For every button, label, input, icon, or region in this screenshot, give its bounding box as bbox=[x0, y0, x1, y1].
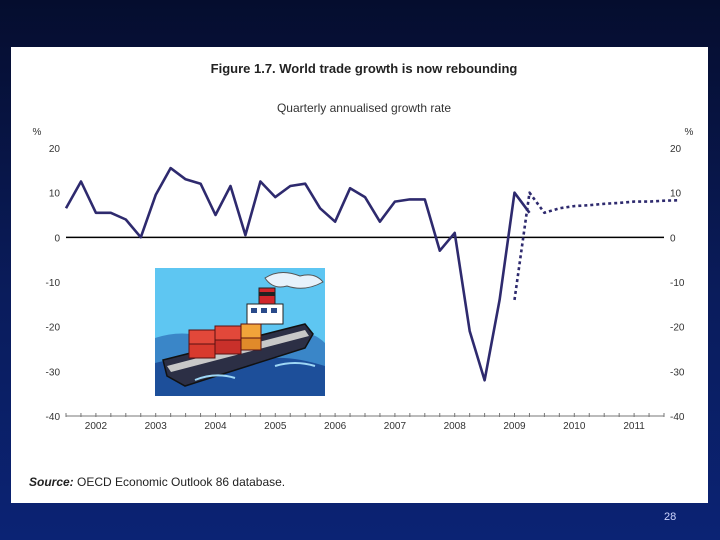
x-tick-label: 2008 bbox=[444, 421, 467, 432]
y-tick-label-right: 0 bbox=[670, 233, 676, 244]
x-tick-label: 2007 bbox=[384, 421, 407, 432]
y-tick-label-right: 20 bbox=[670, 144, 682, 155]
slide-panel bbox=[11, 47, 708, 503]
x-tick-label: 2002 bbox=[85, 421, 108, 432]
x-tick-label: 2005 bbox=[264, 421, 287, 432]
y-tick-label-right: -30 bbox=[670, 367, 685, 378]
right-axis-unit: % bbox=[685, 127, 694, 138]
x-tick-label: 2011 bbox=[623, 421, 645, 432]
x-tick-label: 2010 bbox=[563, 421, 586, 432]
x-tick-label: 2003 bbox=[145, 421, 168, 432]
y-tick-label-right: -20 bbox=[670, 323, 685, 334]
y-tick-label-right: 10 bbox=[670, 189, 682, 200]
series-lines bbox=[64, 166, 679, 382]
y-tick-label-left: -40 bbox=[46, 412, 61, 423]
source-text: OECD Economic Outlook 86 database. bbox=[77, 475, 286, 489]
source-label: Source: bbox=[29, 475, 74, 489]
series-line-actual bbox=[64, 166, 531, 382]
y-tick-label-left: -20 bbox=[46, 323, 61, 334]
x-tick-label: 2006 bbox=[324, 421, 347, 432]
y-tick-label-left: 10 bbox=[49, 189, 61, 200]
y-tick-label-right: -40 bbox=[670, 412, 685, 423]
y-tick-label-left: 0 bbox=[54, 233, 60, 244]
left-axis-unit: % bbox=[33, 127, 42, 138]
series-line-projection bbox=[513, 191, 679, 301]
y-tick-label-left: 20 bbox=[49, 144, 61, 155]
y-tick-label-left: -30 bbox=[46, 367, 61, 378]
page-number: 28 bbox=[664, 511, 677, 523]
x-tick-label: 2004 bbox=[204, 421, 227, 432]
y-tick-label-right: -10 bbox=[670, 278, 685, 289]
chart-title: Figure 1.7. World trade growth is now re… bbox=[211, 61, 518, 76]
chart-subtitle: Quarterly annualised growth rate bbox=[277, 101, 451, 115]
cargo-ship-icon bbox=[155, 268, 325, 396]
y-tick-label-left: -10 bbox=[46, 278, 61, 289]
x-tick-label: 2009 bbox=[503, 421, 526, 432]
source-note: Source: OECD Economic Outlook 86 databas… bbox=[29, 475, 285, 489]
